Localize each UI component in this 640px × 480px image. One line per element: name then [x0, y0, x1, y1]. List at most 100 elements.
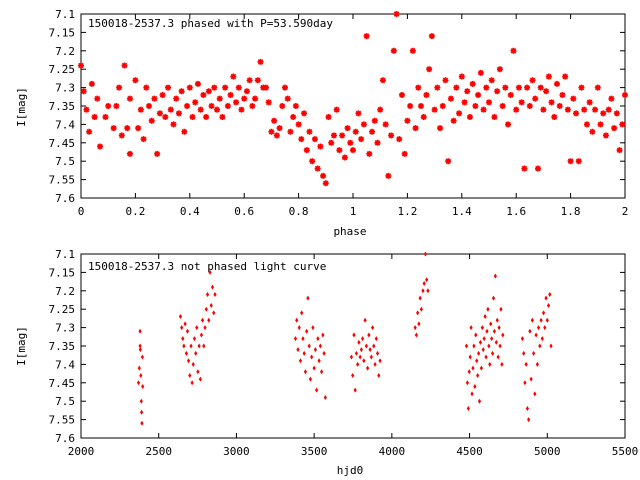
- phased-data-point: [355, 110, 362, 117]
- phased-data-point: [518, 99, 525, 106]
- unphased-data-point: [501, 332, 505, 338]
- unphased-data-point: [349, 354, 354, 360]
- phased-data-point: [450, 117, 457, 124]
- unphased-y-tick-label: 7.35: [49, 340, 76, 353]
- phased-data-point: [404, 117, 411, 124]
- phased-x-tick-label: 1.4: [452, 205, 472, 218]
- unphased-data-point: [205, 291, 210, 297]
- phased-data-point: [426, 66, 433, 73]
- phased-data-point: [200, 91, 207, 98]
- phased-data-point: [121, 62, 128, 69]
- unphased-data-point: [475, 358, 479, 364]
- phased-data-point: [94, 95, 101, 102]
- unphased-data-point: [367, 332, 371, 338]
- phased-data-point: [192, 99, 199, 106]
- phased-data-point: [385, 172, 392, 179]
- phased-data-point: [252, 95, 259, 102]
- unphased-data-point: [473, 383, 477, 389]
- phased-data-point: [333, 106, 340, 113]
- phased-data-point: [126, 150, 133, 157]
- phased-data-point: [453, 84, 460, 91]
- phased-data-point: [488, 77, 495, 84]
- unphased-data-point: [419, 306, 423, 312]
- phased-data-point: [254, 77, 261, 84]
- phased-data-point: [154, 150, 161, 157]
- unphased-data-point: [471, 365, 475, 371]
- phased-data-point: [287, 128, 294, 135]
- phased-data-point: [328, 139, 335, 146]
- unphased-data-point: [528, 328, 532, 334]
- phased-data-point: [336, 147, 343, 154]
- phased-data-point: [499, 103, 506, 109]
- unphased-x-tick-label: 5500: [612, 445, 639, 458]
- unphased-data-point: [372, 343, 376, 349]
- unphased-x-tick-label: 5000: [534, 445, 561, 458]
- unphased-data-point: [414, 332, 419, 338]
- phased-data-point: [262, 84, 269, 91]
- unphased-data-point: [464, 343, 469, 349]
- unphased-data-point: [305, 328, 309, 334]
- unphased-data-point: [378, 358, 382, 364]
- unphased-data-point: [306, 295, 310, 301]
- phased-data-point: [91, 114, 98, 121]
- phased-data-point: [124, 125, 131, 132]
- unphased-y-tick-label: 7.45: [49, 377, 76, 390]
- phased-light-curve-plot: 150018-2537.3 phased with P=53.590day I[…: [15, 8, 628, 238]
- phased-data-point: [243, 88, 250, 95]
- unphased-data-point: [301, 336, 305, 342]
- phased-data-point: [423, 91, 430, 98]
- phased-data-point: [513, 106, 520, 113]
- phased-data-point: [477, 69, 484, 76]
- unphased-data-point: [467, 369, 471, 375]
- phased-y-tick-label: 7.55: [49, 174, 76, 187]
- unphased-data-point: [538, 343, 542, 349]
- phased-data-point: [116, 84, 123, 91]
- phased-data-point: [458, 73, 465, 80]
- phased-data-point: [578, 84, 585, 91]
- unphased-y-tick-label: 7.2: [55, 285, 75, 298]
- unphased-data-point: [189, 343, 193, 349]
- phased-data-point: [456, 110, 463, 117]
- unphased-data-point: [359, 347, 363, 353]
- phased-data-point: [445, 158, 452, 165]
- phased-data-point: [268, 128, 275, 135]
- unphased-data-point: [480, 325, 484, 331]
- phased-y-tick-label: 7.5: [55, 155, 75, 168]
- phased-data-point: [197, 106, 204, 113]
- phased-data-point: [564, 106, 571, 113]
- unphased-data-point: [498, 343, 502, 349]
- unphased-data-point: [200, 317, 205, 323]
- phased-data-point: [358, 136, 365, 143]
- phased-data-point: [292, 103, 299, 109]
- phased-data-point: [401, 150, 408, 157]
- phased-data-point: [491, 114, 498, 121]
- phased-data-point: [407, 103, 414, 109]
- phased-data-point: [461, 99, 468, 106]
- unphased-data-point: [478, 339, 483, 345]
- phased-data-point: [475, 91, 482, 98]
- phased-data-point: [118, 132, 125, 139]
- phased-data-point: [241, 95, 248, 102]
- phased-x-tick-label: 1.2: [397, 205, 417, 218]
- unphased-data-point: [317, 358, 321, 364]
- phased-data-point: [311, 136, 318, 143]
- phased-data-point: [589, 128, 596, 135]
- unphased-data-point: [204, 306, 208, 312]
- phased-data-point: [442, 77, 449, 84]
- unphased-data-point: [209, 303, 213, 309]
- phased-data-point: [339, 132, 346, 139]
- phased-data-point: [420, 114, 427, 121]
- unphased-data-point: [198, 376, 202, 382]
- phased-data-point: [543, 88, 550, 95]
- phased-data-point: [148, 117, 155, 124]
- phased-data-point: [502, 84, 509, 91]
- unphased-data-point: [483, 314, 487, 320]
- phased-data-point: [347, 139, 354, 146]
- phased-data-point: [105, 103, 112, 109]
- unphased-data-point: [178, 314, 183, 320]
- unphased-y-tick-label: 7.6: [55, 432, 75, 445]
- unphased-data-point: [363, 317, 367, 323]
- unphased-data-point: [195, 325, 199, 331]
- phased-data-point: [559, 91, 566, 98]
- phased-data-point: [194, 80, 201, 87]
